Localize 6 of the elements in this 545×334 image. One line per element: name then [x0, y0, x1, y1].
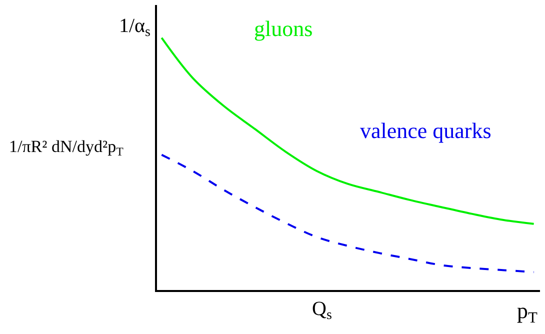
text: gluons: [254, 16, 313, 41]
text: 1/α$_{s}$: [119, 15, 150, 40]
x-axis-title: p$_{T}$: [517, 298, 538, 327]
y-axis-title: 1/πR² dN/dyd²p$_{T}$: [9, 137, 124, 159]
text: valence quarks: [360, 118, 492, 143]
text: Q$_{s}$: [312, 298, 332, 324]
